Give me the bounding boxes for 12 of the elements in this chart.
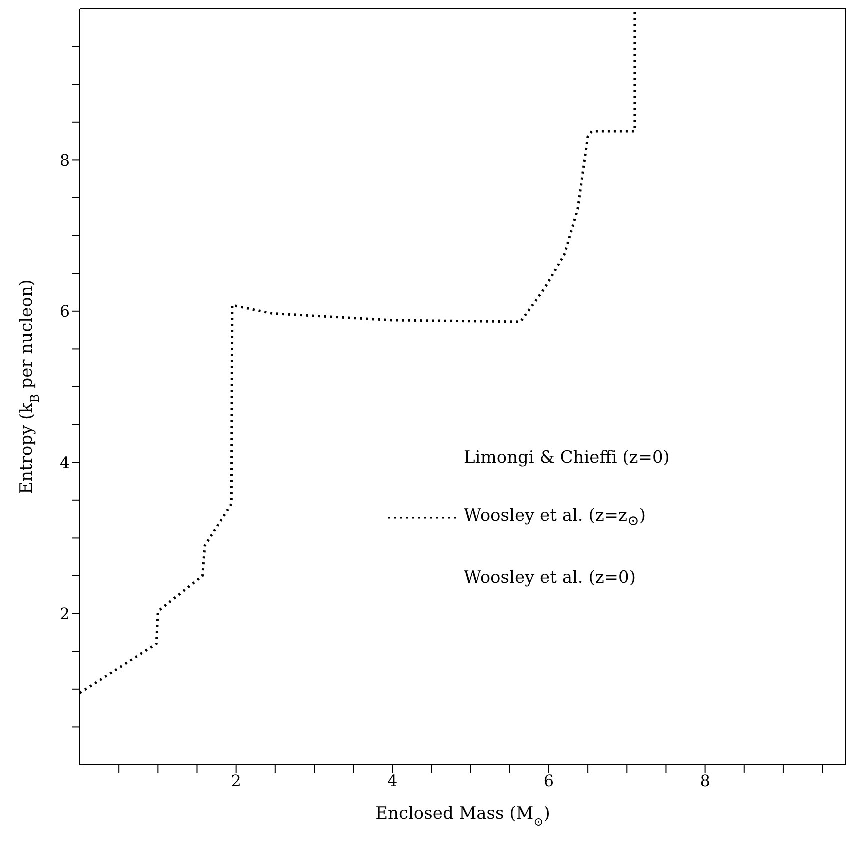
y-tick-label: 2	[60, 604, 70, 624]
x-tick-label: 4	[388, 771, 398, 790]
legend-label: Woosley et al. (z=z$_{⊙}$)	[464, 506, 646, 530]
y-tick-label: 6	[60, 302, 70, 322]
x-axis-title: Enclosed Mass (M$_{⊙}$)	[376, 804, 550, 829]
x-tick-label: 8	[700, 771, 710, 790]
text: Woosley et al. (z=0)	[464, 568, 636, 588]
x-tick-label: 2	[231, 771, 242, 790]
y-tick-label: 8	[60, 150, 70, 170]
x-tick-label: 6	[544, 771, 554, 790]
y-tick-label: 4	[60, 453, 70, 472]
text: Limongi & Chieffi (z=0)	[464, 448, 670, 468]
